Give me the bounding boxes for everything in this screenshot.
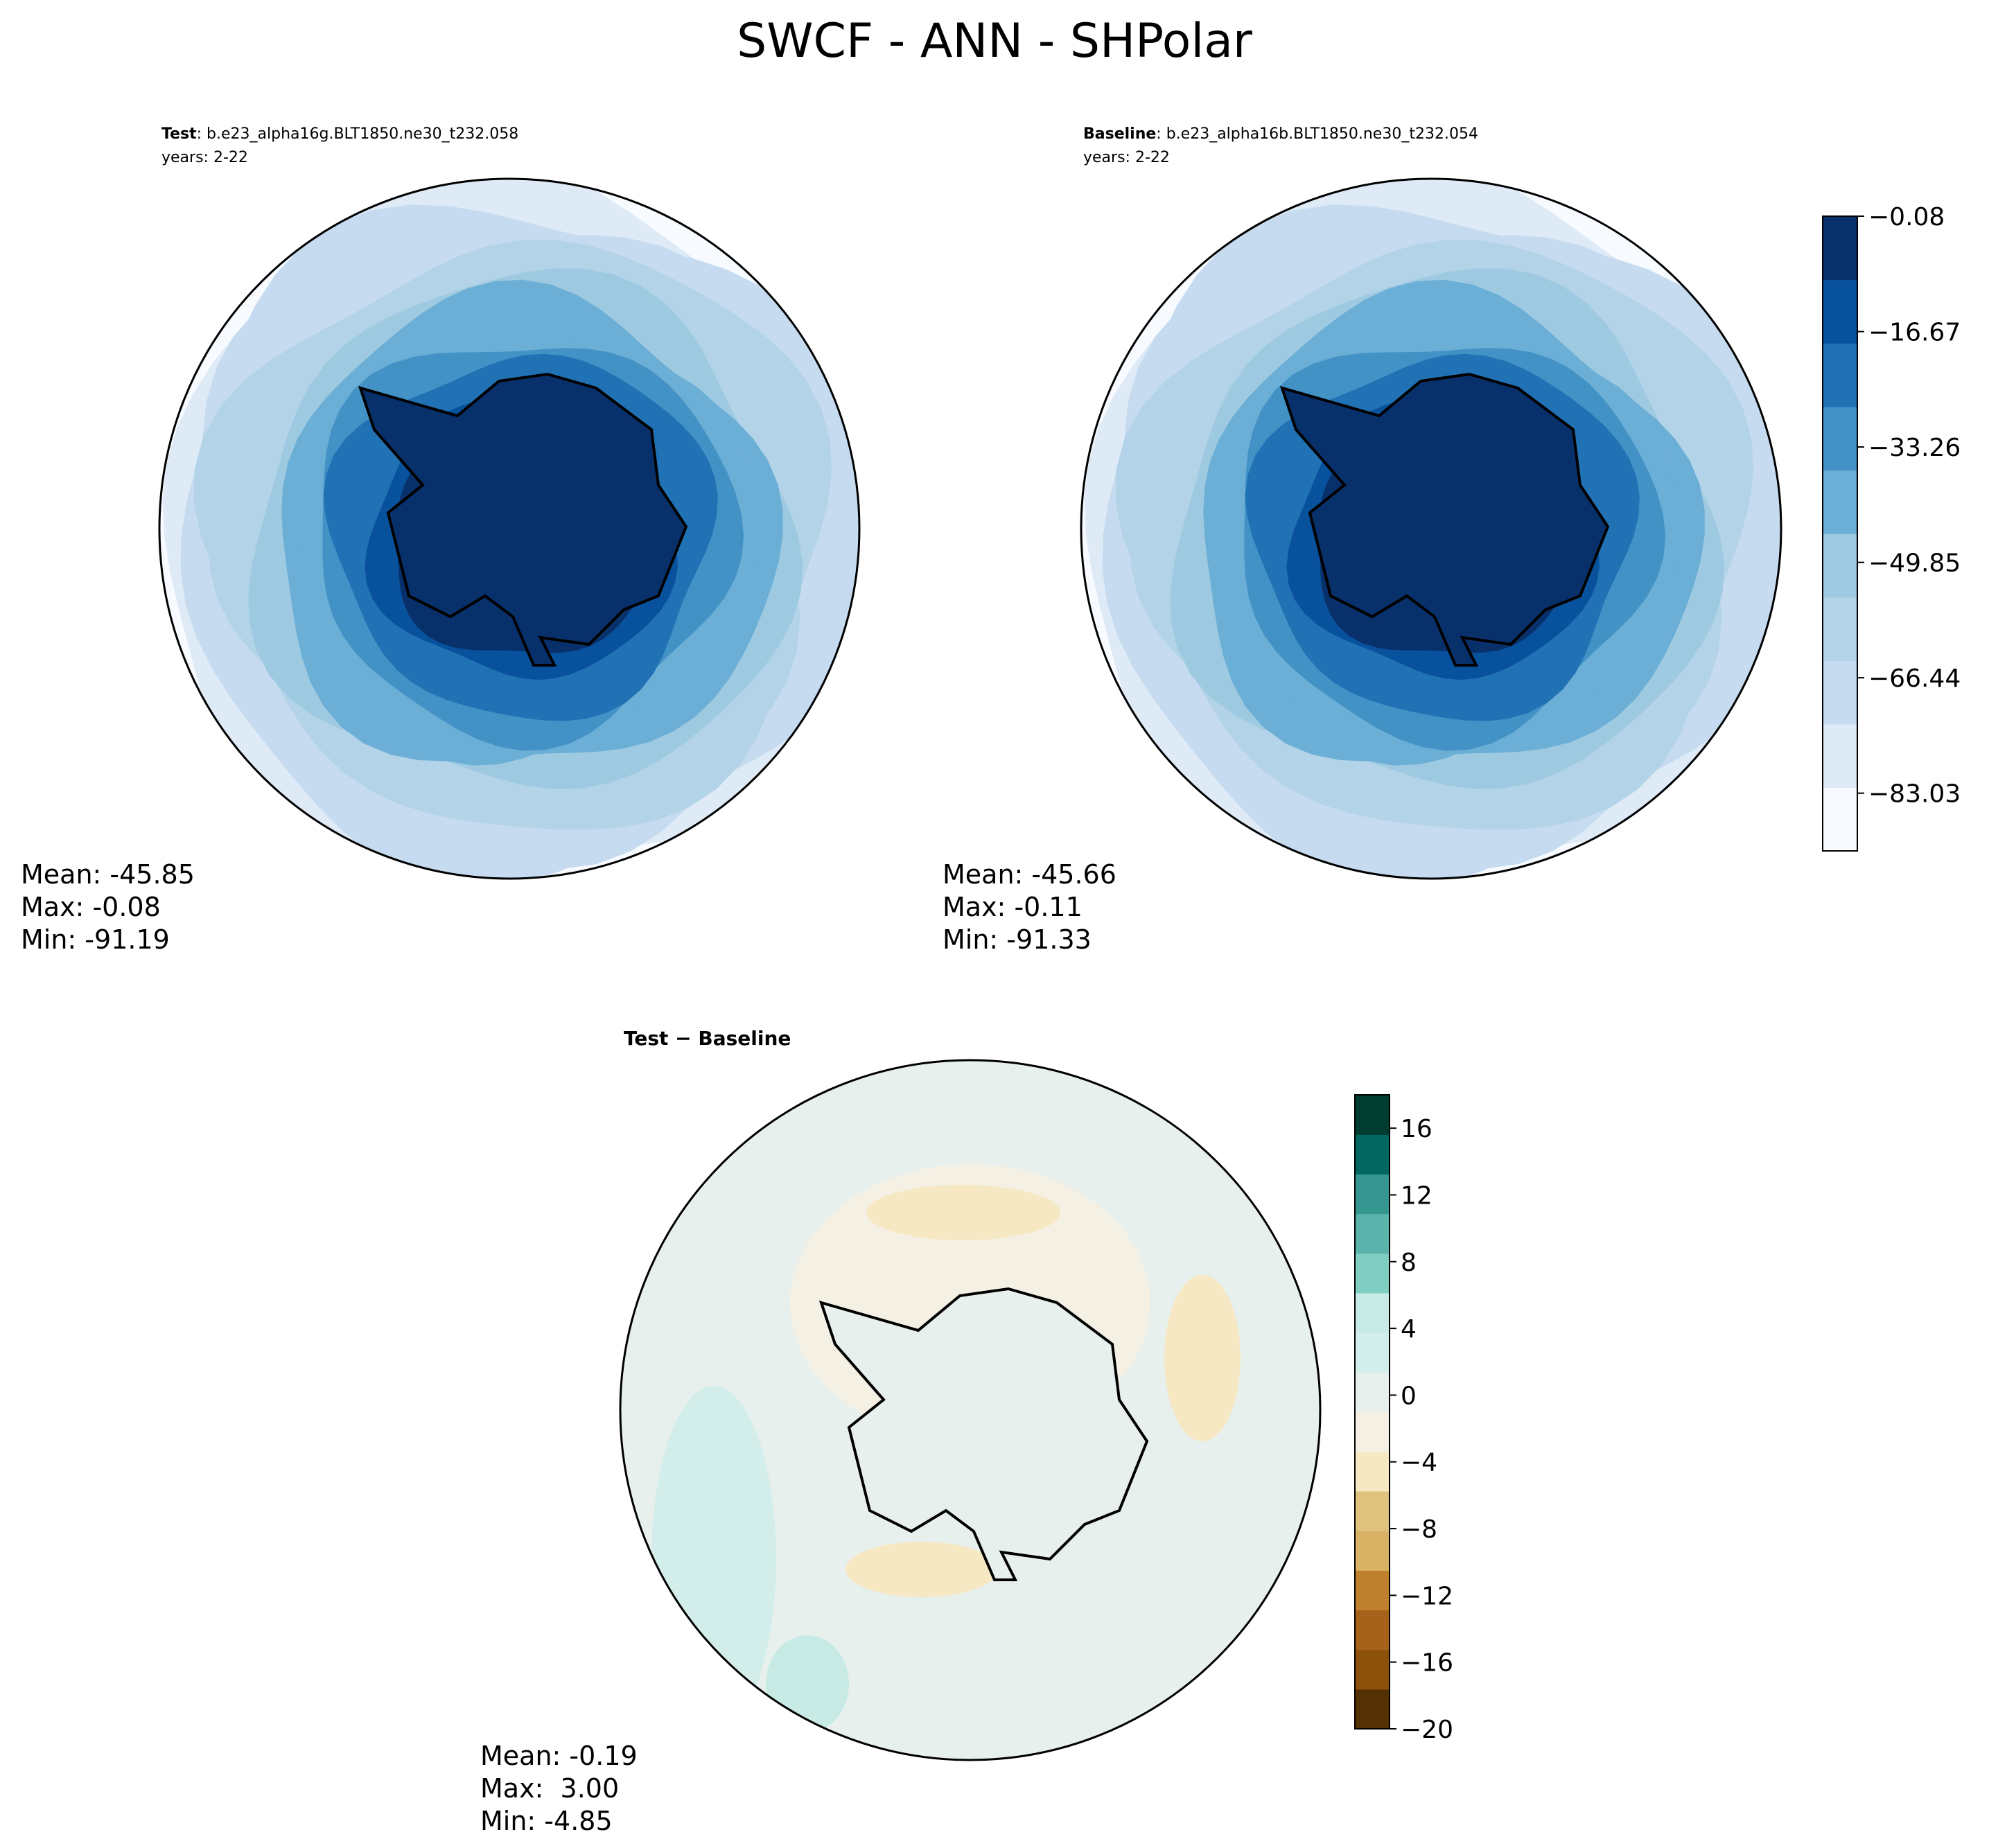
difference-antarctica-outline <box>818 1287 1149 1581</box>
baseline-min: Min: -91.33 <box>943 924 1092 955</box>
test-min: Min: -91.19 <box>21 924 170 955</box>
blues-colorbar-tick-label-2: −33.26 <box>1868 434 1961 462</box>
test-subtitle-label: Test <box>161 125 197 143</box>
baseline-antarctica-outline <box>1279 372 1610 667</box>
brbg-colorbar-tick-label-6: −8 <box>1401 1515 1437 1544</box>
blues-colorbar-band-5 <box>1823 470 1857 534</box>
brbg-colorbar-band-10 <box>1355 1292 1390 1333</box>
blues-colorbar-band-7 <box>1823 343 1857 407</box>
blues-colorbar-tick-label-4: −66.44 <box>1868 665 1961 693</box>
blues-colorbar-bands <box>1823 216 1857 852</box>
difference-negative-patch-east <box>1164 1275 1241 1441</box>
blues-colorbar-band-3 <box>1823 597 1857 661</box>
test-years: years: 2-22 <box>161 149 248 166</box>
blues-colorbar-band-9 <box>1823 216 1857 281</box>
brbg-colorbar-band-14 <box>1355 1134 1390 1174</box>
baseline-max: Max: -0.11 <box>943 892 1083 922</box>
brbg-colorbar-tick-label-0: 16 <box>1401 1115 1432 1143</box>
blues-colorbar: −0.08 −16.67 −33.26 −49.85 −66.44 −83.03 <box>1822 203 1961 852</box>
test-subtitle-case: : b.e23_alpha16g.BLT1850.ne30_t232.058 <box>197 125 519 143</box>
brbg-colorbar-band-13 <box>1355 1174 1390 1215</box>
brbg-colorbar-tick-label-5: −4 <box>1401 1449 1437 1477</box>
test-contour-map <box>159 179 859 879</box>
blues-colorbar-band-0 <box>1823 787 1857 852</box>
baseline-mean: Mean: -45.66 <box>943 859 1116 890</box>
brbg-colorbar-band-0 <box>1355 1689 1390 1730</box>
blues-colorbar-tick-label-0: −0.08 <box>1868 203 1945 231</box>
difference-positive-patch-southwest <box>766 1635 849 1732</box>
difference-max: Max: 3.00 <box>480 1773 619 1804</box>
blues-colorbar-band-6 <box>1823 406 1857 470</box>
difference-min: Min: -4.85 <box>480 1806 613 1836</box>
test-panel: Test: b.e23_alpha16g.BLT1850.ne30_t232.0… <box>21 125 861 955</box>
difference-subtitle: Test − Baseline <box>624 1027 791 1050</box>
brbg-colorbar-tick-label-3: 4 <box>1401 1315 1417 1344</box>
blues-colorbar-tick-label-3: −49.85 <box>1868 549 1961 578</box>
test-map-boundary <box>158 177 861 880</box>
difference-negative-patch-south <box>845 1542 998 1597</box>
brbg-colorbar-ticks: 16 12 8 4 0 −4 −8 −12 −16 −20 <box>1390 1115 1453 1744</box>
test-antarctica-outline <box>358 372 688 667</box>
brbg-colorbar-band-1 <box>1355 1649 1390 1690</box>
test-subtitle: Test: b.e23_alpha16g.BLT1850.ne30_t232.0… <box>161 125 518 143</box>
brbg-colorbar-tick-label-8: −16 <box>1401 1649 1453 1678</box>
difference-negative-patch-north <box>866 1185 1060 1240</box>
brbg-colorbar-band-3 <box>1355 1570 1390 1611</box>
brbg-colorbar-band-5 <box>1355 1490 1390 1531</box>
brbg-colorbar-tick-label-9: −20 <box>1401 1716 1453 1744</box>
difference-positive-patch-west <box>651 1386 776 1732</box>
blues-colorbar-band-8 <box>1823 279 1857 344</box>
baseline-years: years: 2-22 <box>1083 149 1170 166</box>
brbg-colorbar-band-7 <box>1355 1411 1390 1452</box>
blues-colorbar-band-1 <box>1823 723 1857 788</box>
brbg-colorbar-band-12 <box>1355 1213 1390 1254</box>
brbg-colorbar-band-4 <box>1355 1531 1390 1571</box>
baseline-map-boundary <box>1080 177 1782 880</box>
brbg-colorbar-frame <box>1354 1094 1390 1730</box>
brbg-colorbar-band-11 <box>1355 1253 1390 1294</box>
baseline-subtitle-label: Baseline <box>1083 125 1156 143</box>
baseline-panel: Baseline: b.e23_alpha16b.BLT1850.ne30_t2… <box>943 125 1782 955</box>
difference-contour-map <box>620 1060 1320 1760</box>
baseline-subtitle-case: : b.e23_alpha16b.BLT1850.ne30_t232.054 <box>1156 125 1478 143</box>
brbg-colorbar-bands <box>1355 1095 1390 1730</box>
difference-mean: Mean: -0.19 <box>480 1741 638 1771</box>
blues-colorbar-ticks: −0.08 −16.67 −33.26 −49.85 −66.44 −83.03 <box>1857 203 1961 809</box>
blues-colorbar-tick-label-1: −16.67 <box>1868 319 1961 347</box>
brbg-colorbar: 16 12 8 4 0 −4 −8 −12 −16 −20 <box>1354 1094 1453 1744</box>
test-max: Max: -0.08 <box>21 892 161 922</box>
brbg-colorbar-band-2 <box>1355 1610 1390 1651</box>
figure-title: SWCF - ANN - SHPolar <box>737 14 1252 69</box>
difference-map-boundary <box>619 1059 1322 1761</box>
blues-colorbar-band-4 <box>1823 534 1857 598</box>
brbg-colorbar-tick-label-2: 8 <box>1401 1249 1417 1277</box>
brbg-colorbar-band-8 <box>1355 1372 1390 1413</box>
blues-colorbar-frame <box>1822 215 1858 852</box>
brbg-colorbar-tick-label-1: 12 <box>1401 1181 1432 1210</box>
blues-colorbar-band-2 <box>1823 660 1857 725</box>
brbg-colorbar-band-6 <box>1355 1451 1390 1492</box>
baseline-contour-map <box>1081 179 1781 879</box>
blues-colorbar-tick-label-5: −83.03 <box>1868 780 1961 809</box>
difference-panel: Test − Baseline Mean: -0.19 Max: 3.00 Mi… <box>480 1027 1322 1836</box>
brbg-colorbar-band-15 <box>1355 1095 1390 1135</box>
baseline-subtitle: Baseline: b.e23_alpha16b.BLT1850.ne30_t2… <box>1083 125 1478 143</box>
test-mean: Mean: -45.85 <box>21 859 195 890</box>
brbg-colorbar-tick-label-4: 0 <box>1401 1382 1417 1410</box>
brbg-colorbar-tick-label-7: −12 <box>1401 1582 1453 1610</box>
brbg-colorbar-band-9 <box>1355 1332 1390 1373</box>
